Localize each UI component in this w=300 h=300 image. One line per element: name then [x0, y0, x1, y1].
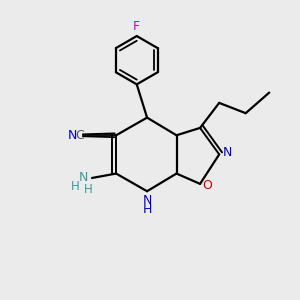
Text: N: N: [223, 146, 232, 159]
Text: N: N: [142, 194, 152, 207]
Text: N: N: [79, 172, 88, 184]
Text: F: F: [133, 20, 140, 33]
Text: H: H: [70, 180, 79, 193]
Text: H: H: [84, 183, 92, 196]
Text: C: C: [75, 129, 84, 142]
Text: O: O: [202, 179, 212, 192]
Text: N: N: [68, 129, 77, 142]
Text: H: H: [142, 203, 152, 216]
